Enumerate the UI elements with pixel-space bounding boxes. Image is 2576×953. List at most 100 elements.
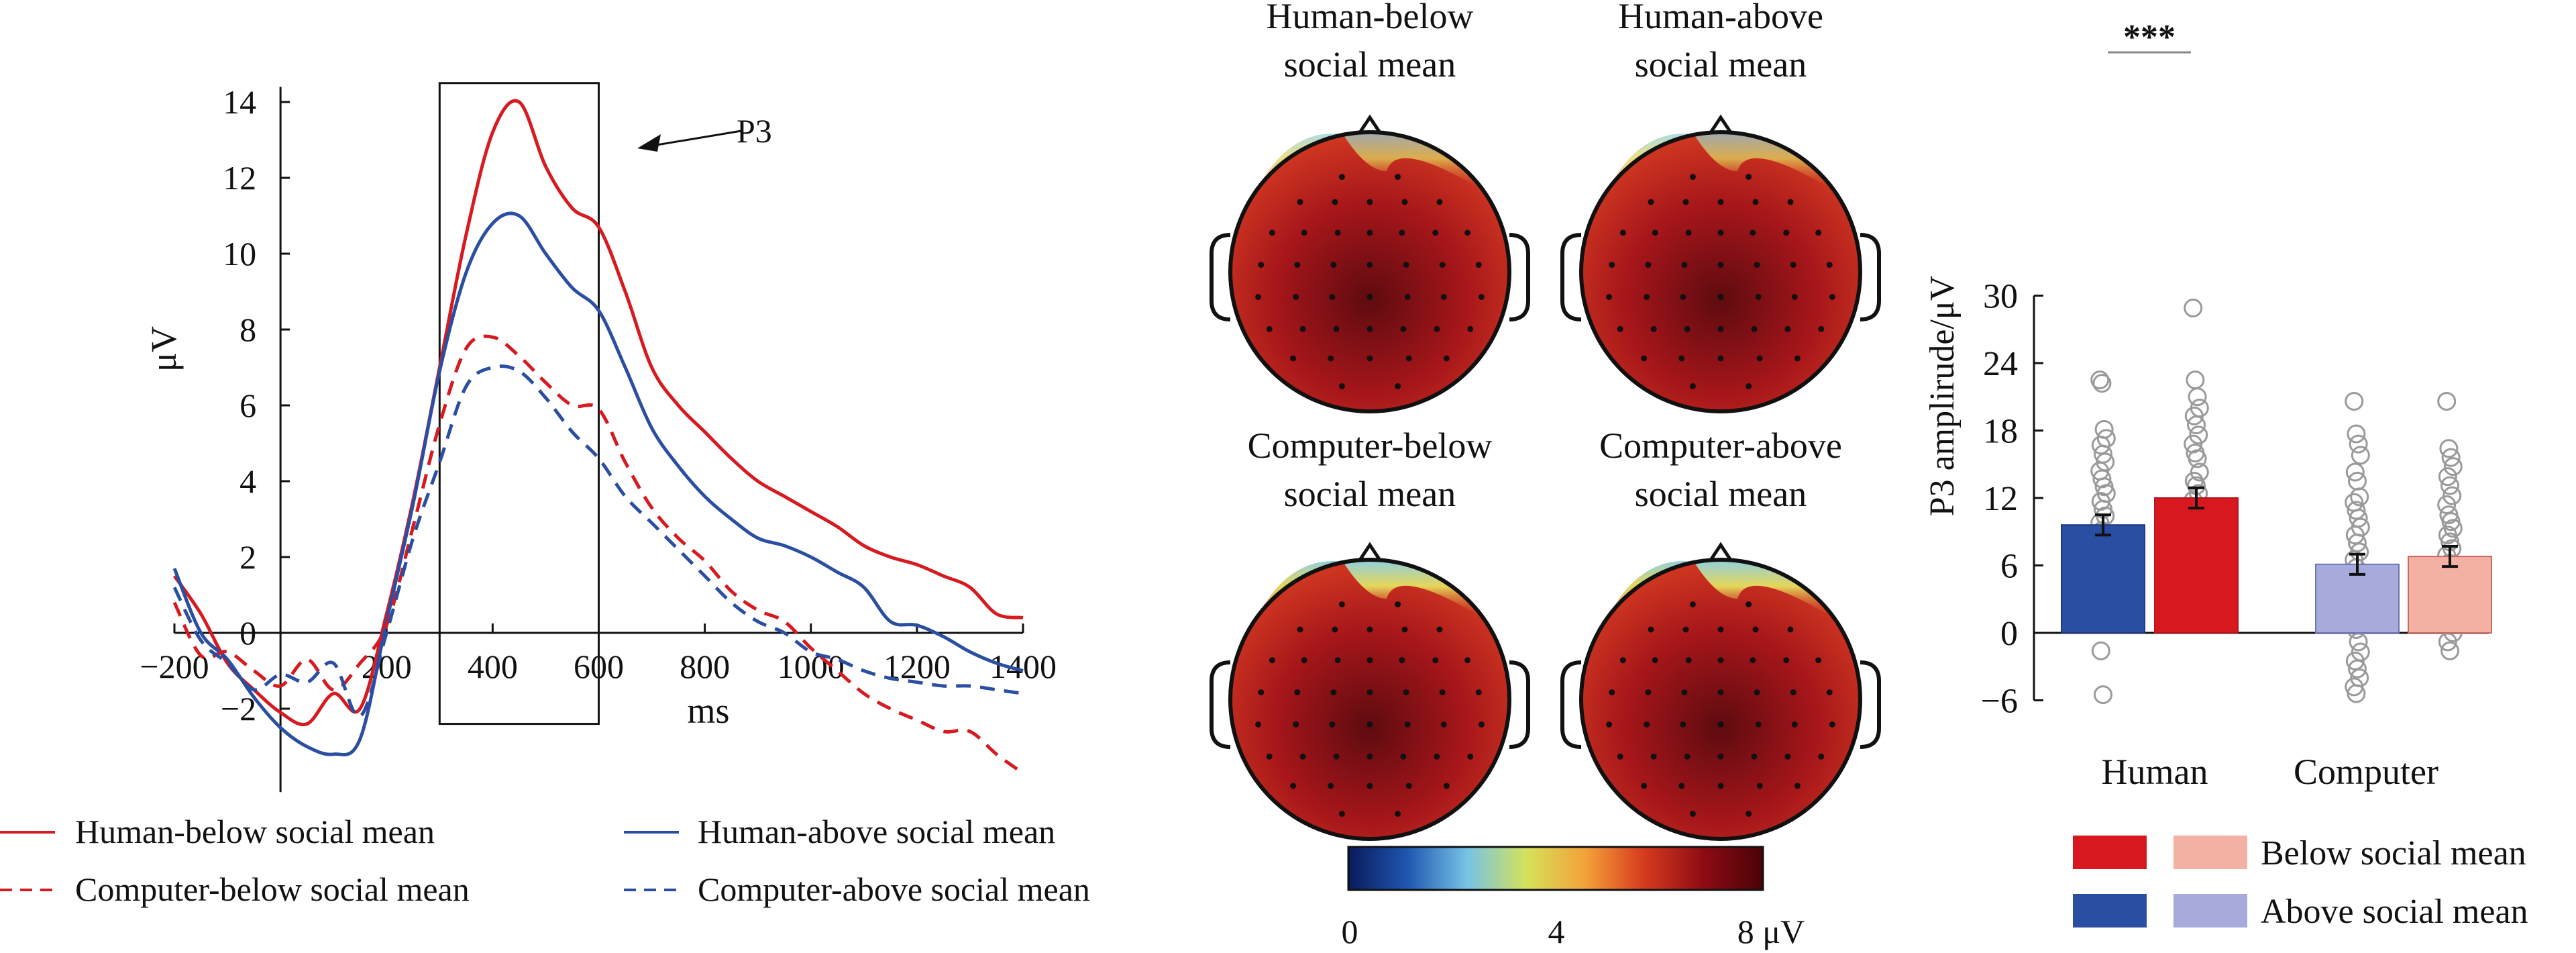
individual-point [2347,424,2366,444]
topo-electrode [1464,230,1471,236]
legend-swatch-computer-below [2174,836,2247,869]
topo-electrode [1366,783,1373,789]
erp-line-series-2 [172,334,1024,775]
topo-title-line2: social mean [1635,474,1807,514]
bar-y-tick-label: −6 [1981,683,2018,721]
topo-electrode [1467,325,1474,332]
erp-legend: Human-below social mean Human-above soci… [0,813,1090,908]
topo-electrode [1403,689,1409,696]
topo-electrode [1290,355,1297,362]
individual-point [2345,462,2365,482]
individual-point [2443,457,2463,476]
topo-electrode [1293,293,1299,300]
topo-electrode [1755,721,1762,728]
topo-electrode [1338,601,1345,608]
topo-electrode [1617,753,1623,760]
topo-electrode [1366,199,1373,205]
individual-point [2439,439,2459,458]
topo-electrode [1818,325,1825,332]
topo-maps [1210,114,1881,841]
individual-point [2189,425,2208,445]
topo-electrode [1689,601,1696,608]
topo-electrode [1826,262,1833,268]
topo-electrode [1756,783,1763,789]
topo-electrode [1475,689,1482,696]
topo-electrode [1266,325,1273,332]
topo-map-human-above [1560,114,1881,413]
topo-electrode [1334,657,1341,664]
p3-arrow-label: P3 [737,112,772,150]
topo-electrode [1436,626,1443,633]
topo-electrode [1685,657,1692,664]
bar-y-tick-label: 30 [1983,278,2018,316]
erp-line-series-0 [172,99,1024,727]
topo-electrode [1299,753,1306,760]
topo-electrode [1401,626,1408,633]
topo-electrode [1684,753,1690,760]
bar-y-axis-label: P3 amplirude/μV [1923,276,1962,517]
topo-electrode [1685,230,1692,236]
topo-electrode [1682,199,1689,205]
topo-electrode [1301,230,1307,236]
topo-electrode [1440,293,1447,300]
topo-electrode [1645,689,1652,696]
individual-point [2186,370,2205,390]
topo-electrode [1750,230,1756,236]
individual-point [2094,685,2112,705]
topography-panel: Human-below social mean Human-above soci… [1210,0,1881,950]
topo-electrode [1400,753,1407,760]
legend-label-computer-below: Computer-below social mean [75,870,470,908]
erp-y-axis-label: μV [144,326,184,372]
individual-point [2437,495,2457,515]
topo-title-human-below: Human-below social mean [1267,0,1474,85]
legend-label-human-above: Human-above social mean [698,813,1055,850]
topo-electrode [1297,626,1303,633]
topo-electrode [1717,689,1724,696]
colorbar-tick-4: 4 [1548,913,1565,950]
erp-line-series-1 [172,211,1024,756]
individual-point [2187,415,2206,435]
topo-nose [1357,114,1383,135]
legend-label-below: Below social mean [2261,834,2526,872]
p3-arrow [637,130,742,152]
erp-x-axis-label: ms [687,691,729,731]
topo-electrode [1475,262,1482,268]
topo-electrode [1439,262,1446,268]
topo-left-ear [1560,660,1582,749]
topo-electrode [1787,626,1794,633]
topo-electrode [1689,811,1696,817]
individual-point [2440,641,2459,660]
topo-electrode [1400,325,1407,332]
erp-x-tick-label: 1400 [989,648,1057,685]
topo-electrode [1399,230,1405,236]
topo-frontal-cool-region [1256,559,1484,619]
topo-title-line1: Human-below [1267,0,1474,36]
topo-electrode [1717,657,1724,664]
topo-electrode [1755,293,1762,300]
topo-electrode [1330,262,1337,268]
erp-y-tick-label: 14 [223,83,256,121]
topo-electrode [1644,293,1650,300]
erp-series-lines [172,99,1024,775]
topo-electrode [1652,657,1658,664]
topo-left-ear [1210,233,1231,321]
topo-frontal-cool-region [1607,559,1835,619]
bar-individual-points [2090,298,2463,705]
topo-electrode [1752,199,1759,205]
topo-electrode [1443,783,1450,789]
topo-electrode [1405,783,1412,789]
topo-electrode [1689,383,1696,390]
individual-point [2349,434,2368,454]
topo-electrode [1440,721,1447,728]
topo-electrode [1680,293,1686,300]
erp-y-tick-label: −2 [221,690,256,728]
erp-x-tick-label: 400 [468,648,518,685]
topo-electrode [1746,383,1752,390]
individual-point [2443,519,2463,538]
topo-electrode [1717,293,1724,300]
topo-electrode [1678,355,1685,362]
topo-electrode [1269,230,1275,236]
erp-y-tick-label: 0 [239,614,256,652]
